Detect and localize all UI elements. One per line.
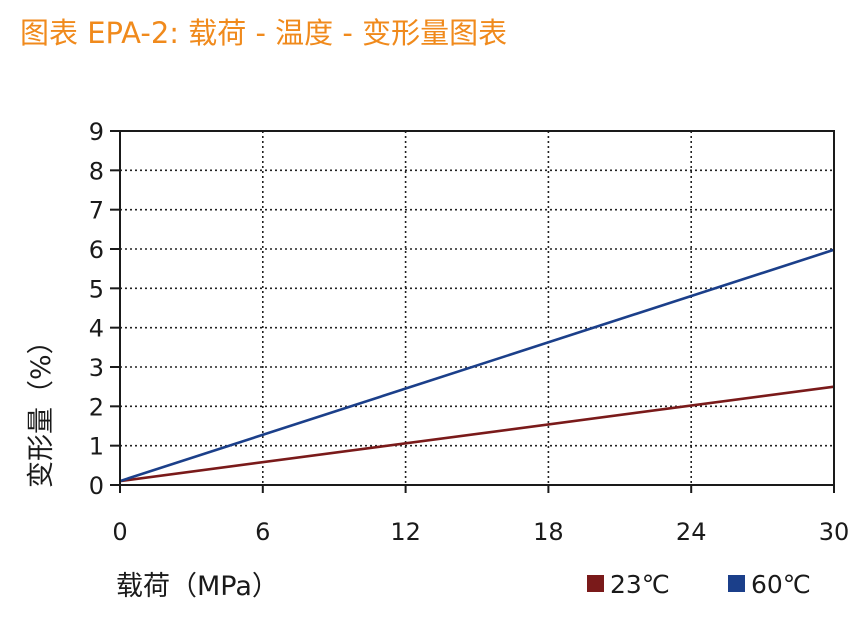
y-axis-label: 变形量（%） xyxy=(26,327,57,488)
y-tick-label: 4 xyxy=(89,315,104,343)
x-tick-label: 0 xyxy=(112,518,127,546)
legend: 23℃ 60℃ xyxy=(587,570,811,599)
x-tick-label: 30 xyxy=(819,518,850,546)
y-tick-label: 3 xyxy=(89,354,104,382)
y-tick-label: 0 xyxy=(89,472,104,500)
chart-title: 图表 EPA-2: 载荷 - 温度 - 变形量图表 xyxy=(20,16,508,50)
y-tick-label: 1 xyxy=(89,433,104,461)
x-tick-label: 18 xyxy=(533,518,564,546)
series-lines xyxy=(119,248,835,483)
series-line-2 xyxy=(119,248,835,483)
y-tick-label: 9 xyxy=(89,118,104,146)
legend-swatch-1 xyxy=(587,575,604,592)
series-line-1 xyxy=(119,385,835,483)
x-tick-label: 12 xyxy=(390,518,421,546)
plot-frame xyxy=(119,130,835,486)
x-tick-label: 24 xyxy=(676,518,707,546)
grid xyxy=(120,131,834,485)
y-tick-label: 8 xyxy=(89,157,104,185)
x-axis-label: 载荷（MPa） xyxy=(116,571,279,602)
legend-swatch-2 xyxy=(728,575,745,592)
legend-label-2: 60℃ xyxy=(751,570,811,599)
y-tick-label: 7 xyxy=(89,197,104,225)
y-tick-label: 6 xyxy=(89,236,104,264)
y-tick-labels: 0 1 2 3 4 5 6 7 8 9 xyxy=(89,118,120,500)
x-tick-label: 6 xyxy=(255,518,270,546)
legend-label-1: 23℃ xyxy=(610,570,670,599)
y-tick-label: 2 xyxy=(89,393,104,421)
y-tick-label: 5 xyxy=(89,275,104,303)
x-tick-labels: 0 6 12 18 24 30 xyxy=(112,485,849,546)
